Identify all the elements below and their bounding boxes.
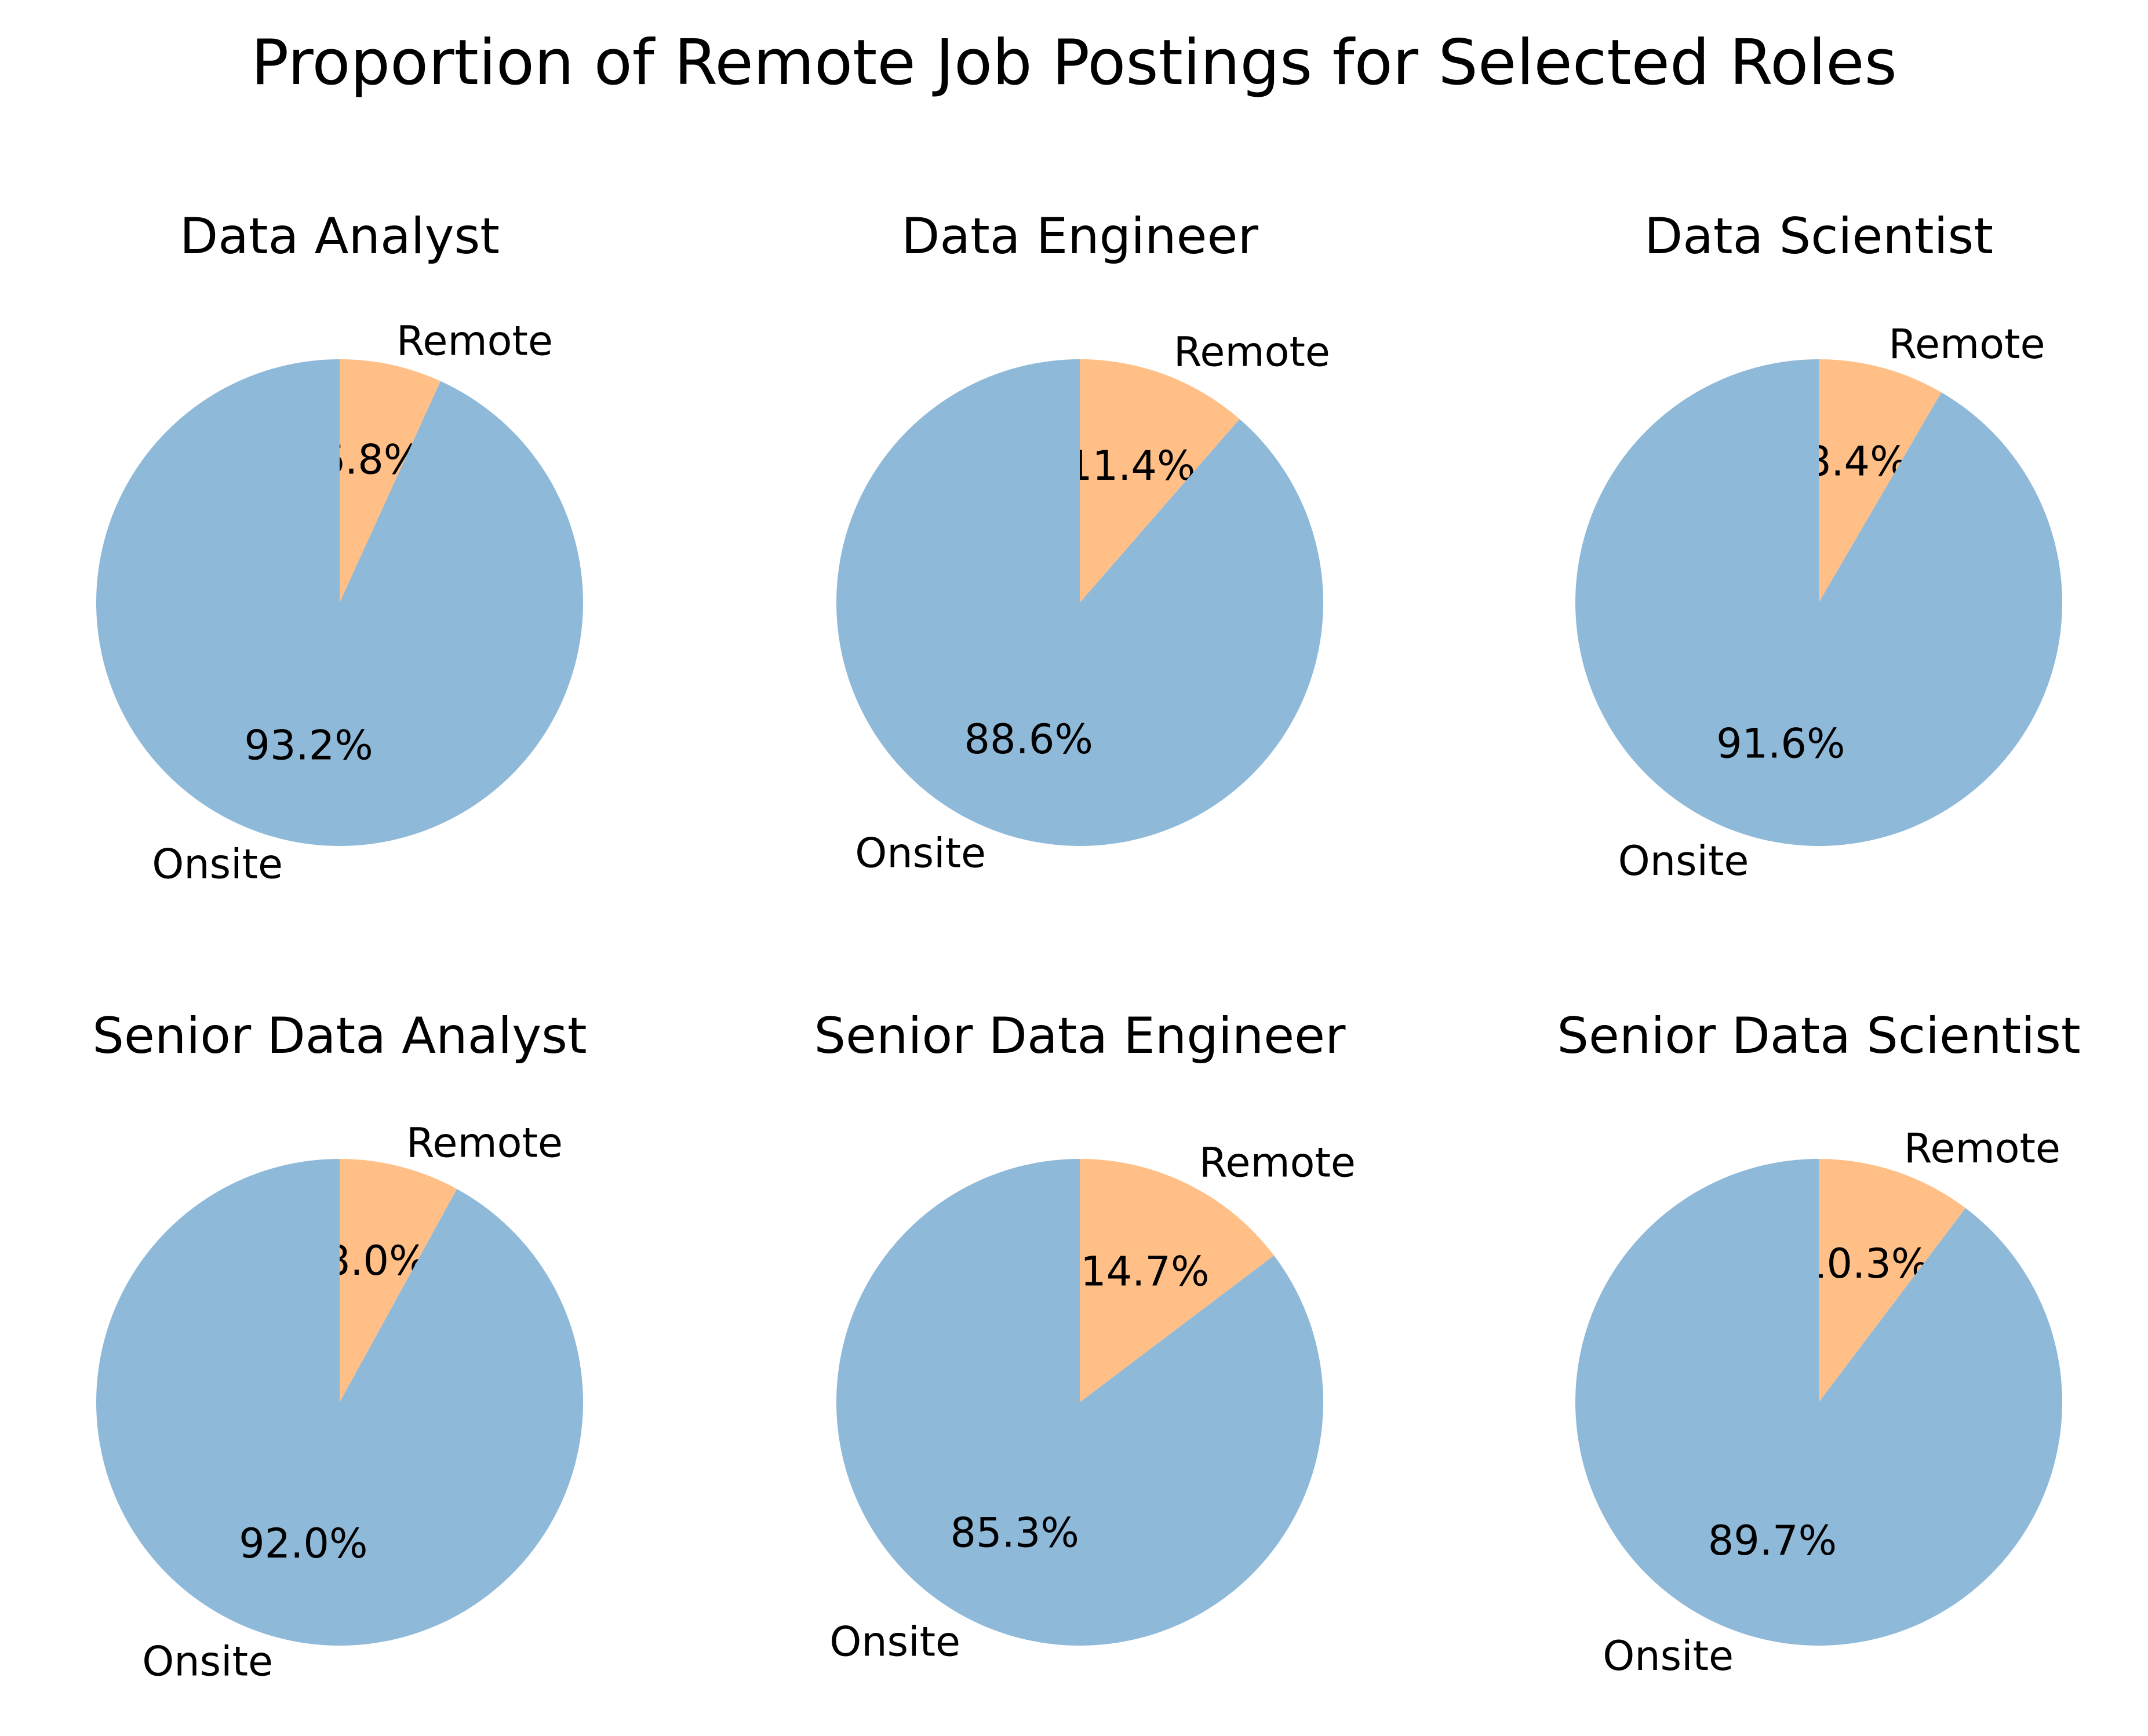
pie-data-engineer-onsite-percent-label: 88.6% bbox=[964, 716, 1093, 763]
pie-senior-data-engineer-remote-percent-label: 14.7% bbox=[1080, 1248, 1209, 1295]
pie-senior-data-engineer-slice-onsite bbox=[836, 1159, 1323, 1646]
pie-data-analyst-slice-remote bbox=[340, 359, 441, 603]
pie-data-engineer-remote-percent-label: 11.4% bbox=[1066, 442, 1195, 490]
pie-senior-data-engineer-panel: Senior Data Engineer 14.7% Remote 85.3% Onsi… bbox=[814, 1007, 1356, 1666]
pie-senior-data-scientist-remote-label: Remote bbox=[1904, 1125, 2060, 1172]
pie-data-analyst-title: Data Analyst bbox=[180, 207, 500, 265]
pie-data-engineer-panel: Data Engineer 11.4% Remote 88.6% Onsite bbox=[836, 207, 1330, 877]
pie-senior-data-analyst-onsite-label: Onsite bbox=[142, 1638, 273, 1686]
pie-data-scientist-slice-onsite bbox=[1575, 359, 2063, 847]
pie-data-scientist-slice-remote bbox=[1819, 359, 1942, 603]
pie-data-engineer-slice-onsite bbox=[836, 359, 1324, 847]
pie-senior-data-scientist-slice-onsite bbox=[1575, 1159, 2062, 1646]
pie-data-analyst-onsite-label: Onsite bbox=[152, 841, 283, 888]
pie-senior-data-scientist-panel: Senior Data Scientist 10.3% Remote 89.7% Ons… bbox=[1557, 1007, 2080, 1680]
pie-data-engineer-remote-label: Remote bbox=[1174, 328, 1330, 375]
pie-data-engineer-title: Data Engineer bbox=[901, 207, 1258, 265]
pie-senior-data-analyst-slice-remote bbox=[340, 1159, 457, 1402]
pie-senior-data-scientist-slice-remote bbox=[1819, 1159, 1966, 1402]
pie-senior-data-scientist-onsite-percent-label: 89.7% bbox=[1708, 1517, 1837, 1564]
pie-data-engineer-onsite-label: Onsite bbox=[855, 830, 986, 877]
pie-data-scientist-remote-percent-label: 8.4% bbox=[1805, 438, 1909, 486]
pie-data-engineer-slice-remote bbox=[1080, 359, 1240, 603]
pie-data-analyst-remote-label: Remote bbox=[396, 318, 553, 365]
pie-data-scientist-remote-label: Remote bbox=[1889, 320, 2045, 368]
pie-senior-data-analyst-slice-onsite bbox=[96, 1159, 584, 1646]
pie-data-analyst-onsite-percent-label: 93.2% bbox=[244, 721, 373, 769]
pie-senior-data-engineer-remote-label: Remote bbox=[1199, 1139, 1356, 1186]
pie-data-scientist-onsite-label: Onsite bbox=[1618, 837, 1749, 885]
pie-senior-data-scientist-title: Senior Data Scientist bbox=[1557, 1007, 2080, 1065]
pie-senior-data-analyst-remote-label: Remote bbox=[406, 1119, 563, 1167]
pie-senior-data-analyst-title: Senior Data Analyst bbox=[92, 1007, 587, 1065]
pie-data-scientist-title: Data Scientist bbox=[1644, 207, 1993, 265]
pie-data-analyst-slice-onsite bbox=[96, 359, 583, 846]
pie-senior-data-scientist-remote-percent-label: 10.3% bbox=[1801, 1240, 1929, 1288]
pie-senior-data-engineer-title: Senior Data Engineer bbox=[814, 1007, 1346, 1065]
pie-senior-data-engineer-slice-remote bbox=[1080, 1159, 1275, 1402]
figure-title: Proportion of Remote Job Postings for Se… bbox=[251, 27, 1897, 99]
pie-senior-data-scientist-onsite-label: Onsite bbox=[1603, 1632, 1734, 1680]
pie-senior-data-engineer-onsite-percent-label: 85.3% bbox=[951, 1509, 1079, 1557]
pie-senior-data-analyst-onsite-percent-label: 92.0% bbox=[239, 1520, 367, 1567]
pie-senior-data-engineer-onsite-label: Onsite bbox=[829, 1618, 960, 1666]
pie-data-scientist-panel: Data Scientist 8.4% Remote 91.6% Onsite bbox=[1575, 207, 2063, 885]
pie-data-scientist-onsite-percent-label: 91.6% bbox=[1716, 720, 1845, 767]
